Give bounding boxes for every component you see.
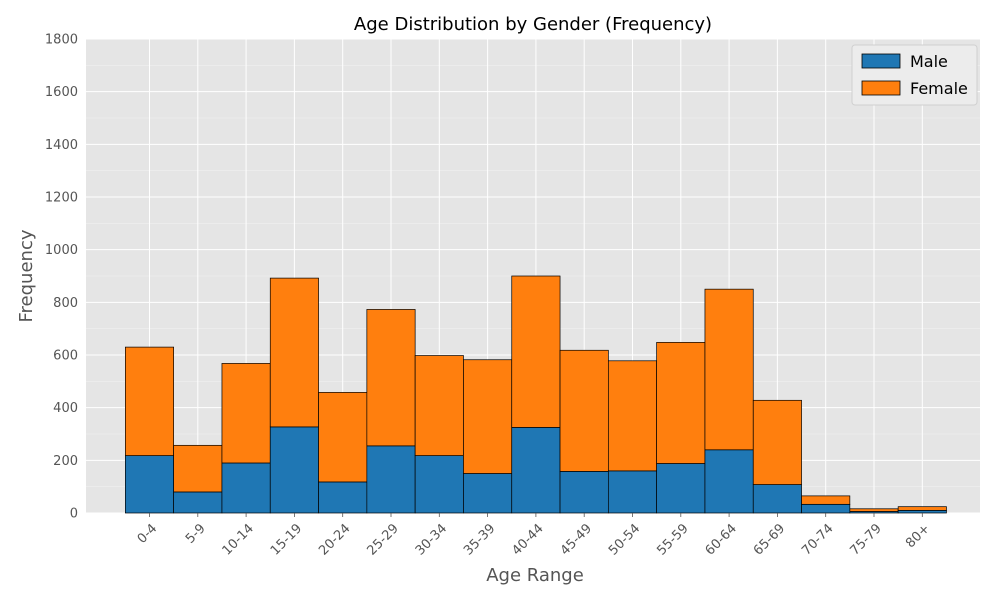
x-tick-label: 5-9: [183, 521, 209, 547]
y-axis-label: Frequency: [16, 229, 37, 322]
x-tick-label: 75-79: [848, 521, 885, 558]
bar-female-75-79: [849, 508, 899, 512]
chart-title: Age Distribution by Gender (Frequency): [354, 14, 712, 35]
y-tick-label: 1000: [45, 243, 78, 258]
bar-male-65-69: [752, 484, 802, 514]
x-tick-label: 65-69: [751, 521, 788, 558]
legend: Male Female: [851, 44, 978, 106]
x-tick-label: 55-59: [654, 521, 691, 558]
y-tick-label: 800: [53, 296, 78, 311]
x-tick-label: 40-44: [509, 521, 546, 558]
x-tick-label: 45-49: [558, 521, 595, 558]
bar-female-0-4: [124, 346, 174, 456]
x-tick-label: 15-19: [268, 521, 305, 558]
bar-male-50-54: [607, 470, 657, 514]
bar-female-65-69: [752, 399, 802, 485]
bar-male-0-4: [124, 455, 174, 514]
bar-male-60-64: [704, 449, 754, 514]
bar-female-35-39: [463, 359, 513, 474]
bar-male-20-24: [318, 481, 368, 514]
x-tick-label: 30-34: [413, 521, 450, 558]
legend-label-female: Female: [910, 79, 968, 98]
bar-male-70-74: [801, 503, 851, 514]
bar-female-70-74: [801, 495, 851, 505]
bar-female-20-24: [318, 392, 368, 483]
y-tick-label: 0: [70, 507, 78, 522]
bars: [124, 275, 947, 514]
x-tick-label: 60-64: [703, 521, 740, 558]
bar-male-10-14: [221, 462, 271, 514]
bar-female-50-54: [607, 360, 657, 472]
x-tick-label: 0-4: [135, 521, 161, 547]
x-tick-label: 25-29: [365, 521, 402, 558]
x-tick-label: 50-54: [606, 521, 643, 558]
x-axis-label: Age Range: [486, 565, 584, 586]
bar-female-55-59: [656, 342, 706, 464]
bar-male-5-9: [173, 491, 223, 514]
y-tick-labels: 0 200 400 600 800 1000 1200 1400 1600 1800: [45, 33, 78, 522]
legend-label-male: Male: [910, 52, 948, 71]
bar-female-40-44: [511, 275, 561, 428]
y-tick-label: 400: [53, 401, 78, 416]
bar-male-45-49: [559, 471, 609, 514]
y-tick-label: 200: [53, 454, 78, 469]
bar-female-5-9: [173, 444, 223, 493]
bar-female-10-14: [221, 363, 271, 464]
x-tick-label: 35-39: [461, 521, 498, 558]
bar-male-35-39: [463, 473, 513, 514]
bar-male-30-34: [414, 455, 464, 514]
x-tick-label: 20-24: [316, 521, 353, 558]
y-tick-label: 1600: [45, 85, 78, 100]
bar-male-55-59: [656, 463, 706, 514]
bar-female-15-19: [269, 277, 319, 428]
bar-female-45-49: [559, 349, 609, 472]
bar-male-15-19: [269, 426, 319, 514]
bar-male-40-44: [511, 427, 561, 514]
legend-swatch-female: [861, 80, 901, 96]
bar-male-25-29: [366, 445, 416, 514]
x-tick-labels: 0-4 5-9 10-14 15-19 20-24 25-29 30-34 35-39 40-4…: [135, 513, 933, 559]
x-tick-label: 80+: [903, 521, 933, 551]
legend-swatch-male: [861, 53, 901, 69]
y-tick-label: 600: [53, 349, 78, 364]
bar-female-25-29: [366, 309, 416, 447]
y-tick-label: 1200: [45, 191, 78, 206]
bar-female-80+: [897, 506, 947, 511]
x-tick-label: 10-14: [220, 521, 257, 558]
x-tick-label: 70-74: [799, 521, 836, 558]
y-tick-label: 1800: [45, 33, 78, 48]
bar-female-30-34: [414, 355, 464, 456]
bar-female-60-64: [704, 288, 754, 451]
y-tick-label: 1400: [45, 138, 78, 153]
bar-male-80+: [897, 510, 947, 514]
